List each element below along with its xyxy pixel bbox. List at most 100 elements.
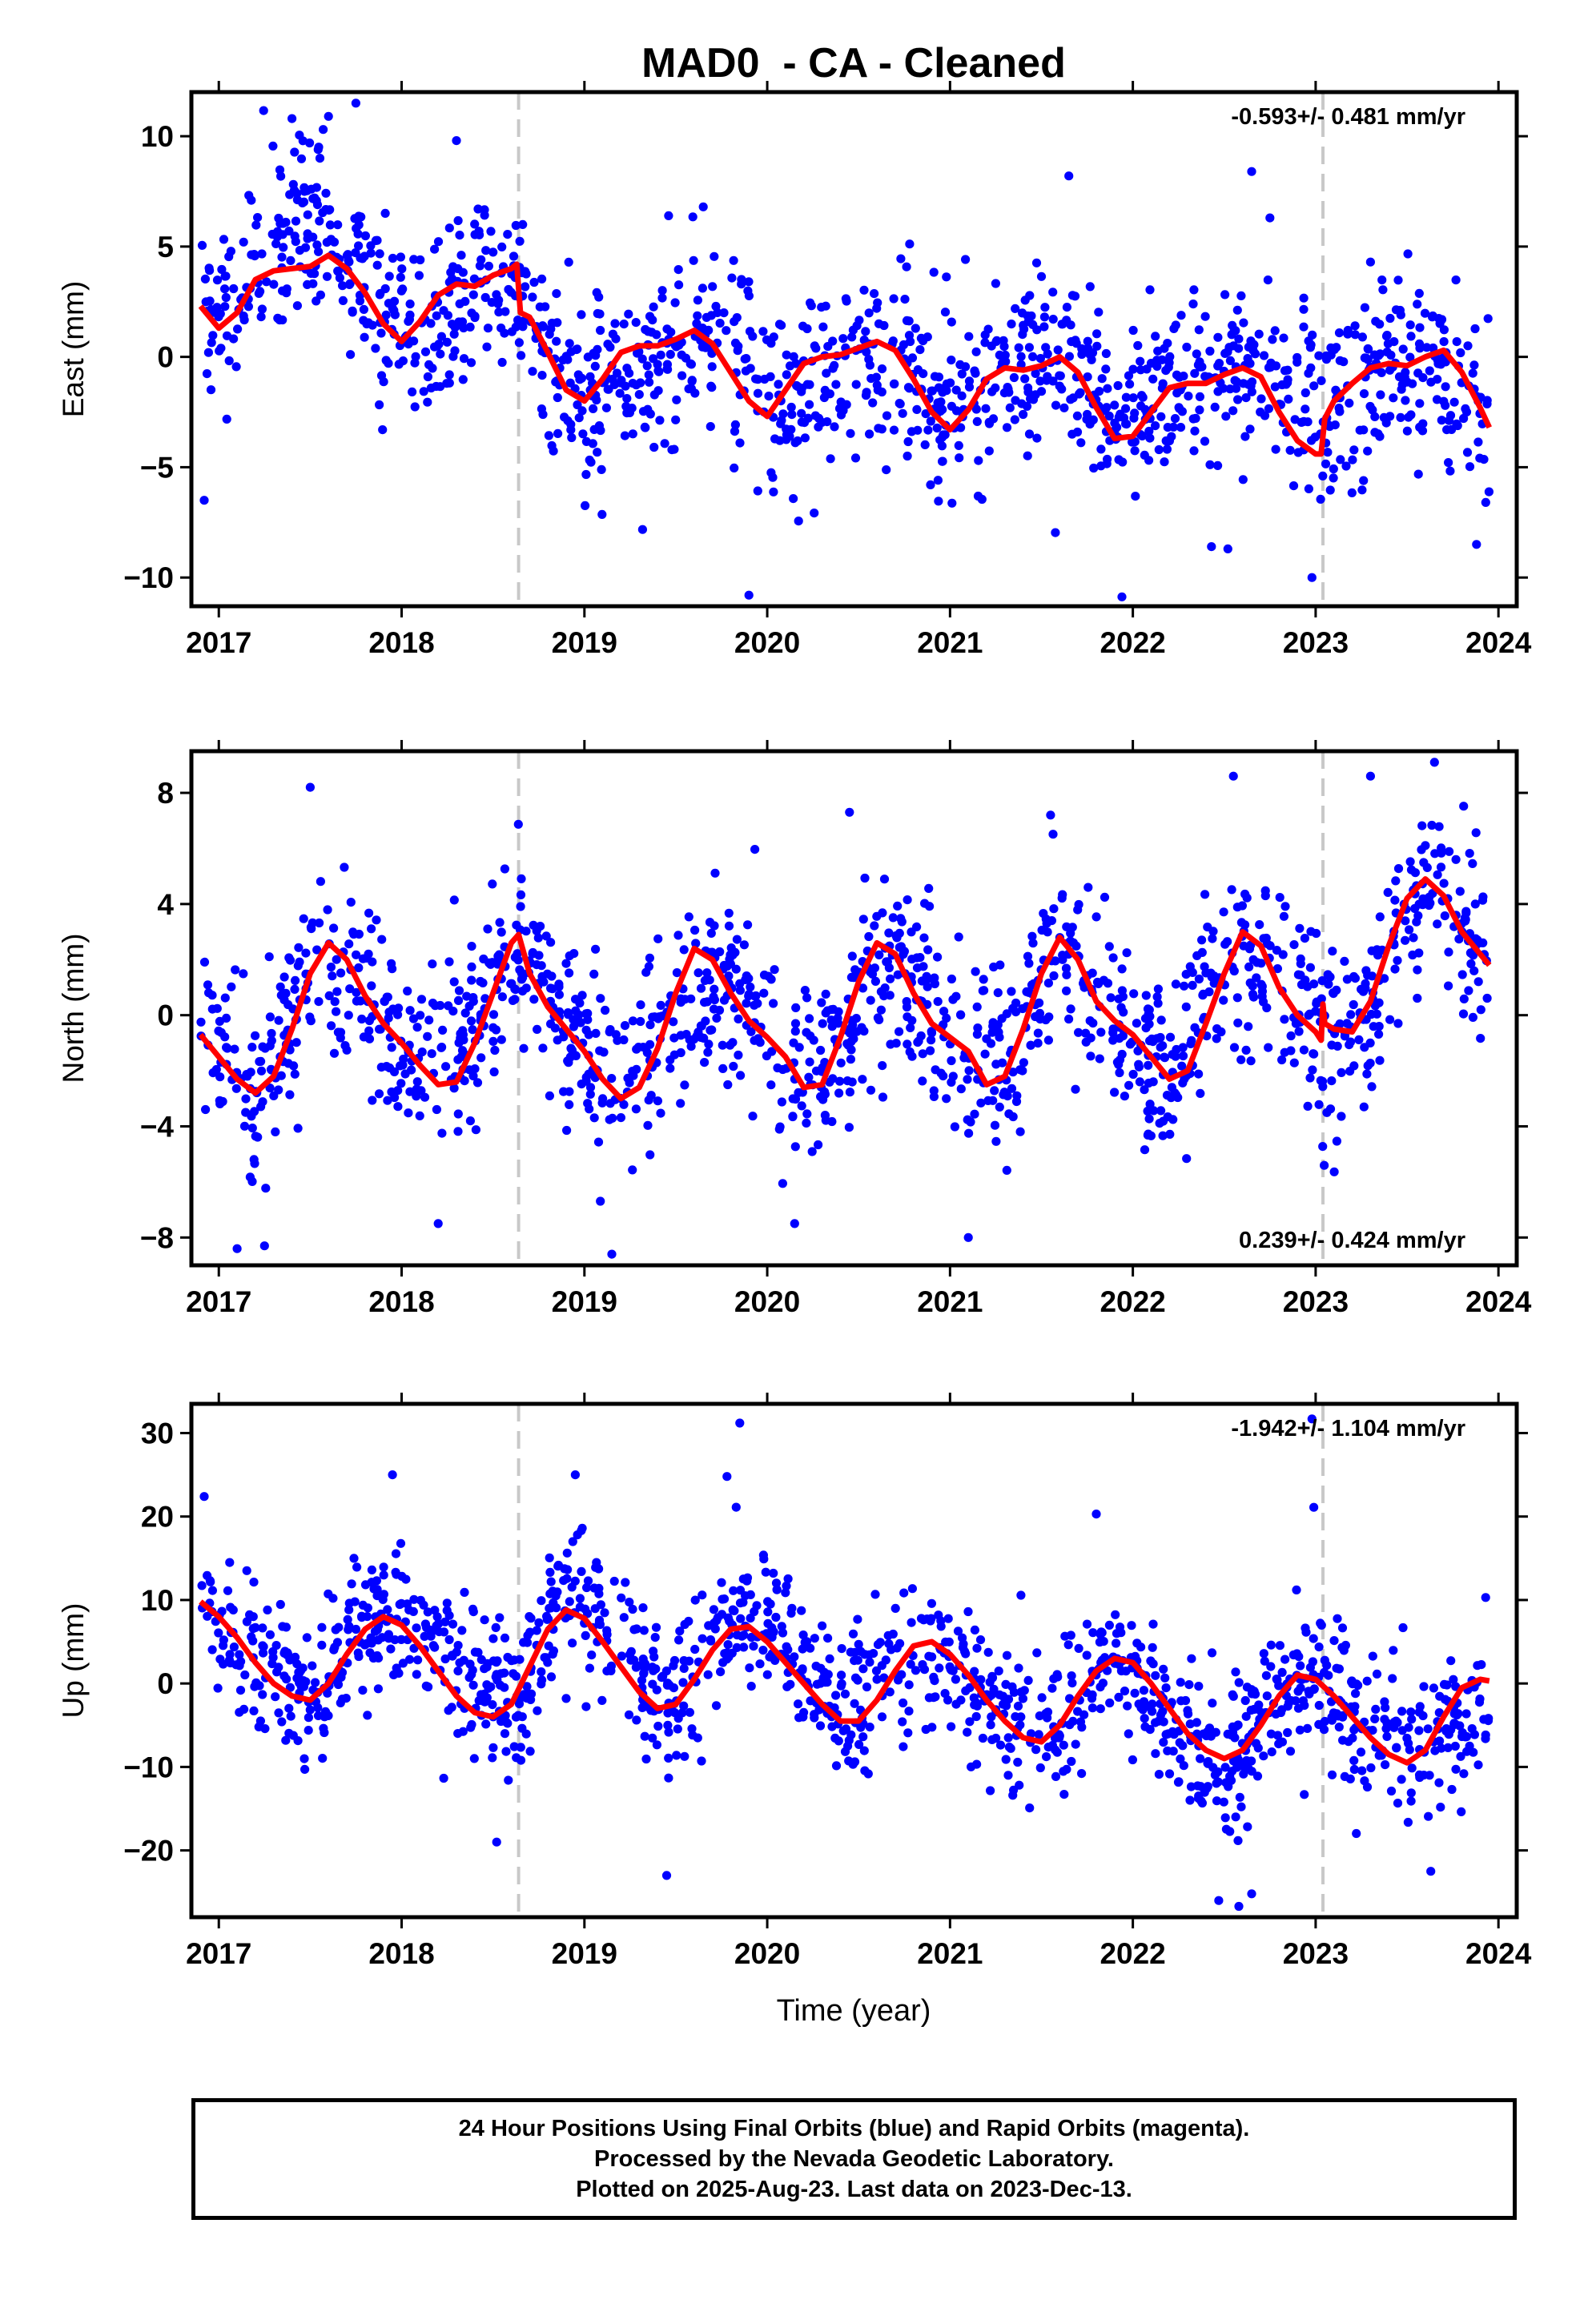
east-data-point	[938, 456, 947, 466]
east-data-point	[662, 360, 673, 369]
north-data-point	[924, 883, 934, 893]
east-data-point	[641, 324, 650, 335]
north-data-point	[860, 873, 870, 883]
east-data-point	[877, 424, 886, 434]
up-data-point	[690, 1595, 700, 1605]
north-data-point	[746, 982, 755, 992]
north-data-point	[676, 1099, 685, 1108]
east-data-point	[1160, 457, 1169, 467]
east-data-point	[1481, 497, 1490, 508]
north-data-point	[408, 1014, 419, 1023]
east-data-point	[433, 237, 444, 247]
east-data-point	[521, 269, 531, 279]
east-data-point	[842, 296, 851, 306]
north-data-point	[704, 1039, 714, 1049]
up-data-point	[457, 1626, 467, 1635]
east-data-point	[1064, 352, 1074, 361]
east-data-point	[1413, 300, 1422, 309]
north-data-point	[1459, 802, 1469, 811]
east-data-point	[859, 285, 869, 295]
north-data-point	[653, 934, 663, 943]
up-data-point	[885, 1687, 895, 1697]
up-data-point	[859, 1746, 869, 1755]
up-data-point	[1123, 1701, 1132, 1711]
north-data-point	[305, 1012, 315, 1022]
north-data-point	[645, 1039, 655, 1049]
east-data-point	[1032, 325, 1042, 335]
north-data-point	[1099, 975, 1108, 985]
east-data-point	[730, 427, 740, 436]
north-data-point	[597, 1098, 607, 1108]
up-data-point	[1251, 1739, 1261, 1748]
north-data-point	[1185, 962, 1195, 971]
north-model-curve	[198, 876, 1492, 1102]
up-data-point	[947, 1722, 956, 1731]
north-data-point	[646, 1091, 656, 1100]
north-data-point	[1367, 971, 1377, 981]
up-data-point	[720, 1649, 730, 1659]
north-data-point	[918, 1076, 927, 1086]
up-data-point	[769, 1568, 778, 1578]
east-data-point	[1097, 374, 1107, 384]
up-data-point	[1429, 1683, 1438, 1693]
north-data-point	[933, 952, 943, 962]
north-data-point	[963, 1075, 972, 1084]
east-data-point	[927, 386, 937, 396]
north-data-point	[571, 995, 581, 1004]
north-data-point	[453, 995, 464, 1005]
north-data-point	[1421, 841, 1430, 850]
north-data-point	[971, 967, 980, 976]
up-data-point	[1301, 1627, 1311, 1637]
north-data-point	[515, 965, 525, 975]
north-data-point	[454, 986, 464, 995]
up-data-point	[367, 1638, 376, 1648]
east-data-point	[262, 277, 271, 287]
north-data-point	[1280, 1047, 1289, 1057]
east-data-point	[384, 271, 394, 281]
east-data-point	[882, 465, 891, 475]
north-data-point	[927, 1028, 937, 1038]
north-data-point	[1117, 1049, 1127, 1059]
east-data-point	[455, 299, 464, 308]
north-data-point	[1027, 931, 1037, 941]
up-data-point	[1139, 1697, 1149, 1707]
up-data-point	[1121, 1667, 1131, 1676]
east-data-point	[396, 272, 405, 282]
up-data-point	[745, 1663, 754, 1673]
up-data-point	[1151, 1671, 1160, 1680]
north-data-point	[1037, 925, 1047, 935]
north-data-point	[891, 1039, 901, 1048]
east-data-point	[315, 216, 324, 226]
up-data-point	[863, 1769, 873, 1779]
north-data-point	[1466, 959, 1476, 969]
up-data-point	[1082, 1651, 1091, 1660]
north-data-point	[232, 1244, 242, 1253]
east-data-point	[782, 350, 791, 360]
up-data-point	[549, 1588, 559, 1598]
up-data-point	[1403, 1817, 1413, 1827]
north-data-point	[1035, 1015, 1045, 1024]
north-data-point	[1272, 946, 1281, 955]
east-data-point	[791, 359, 801, 368]
up-data-point	[663, 1720, 673, 1730]
up-model-curve	[199, 1599, 1490, 1766]
east-data-point	[444, 223, 454, 233]
north-data-point	[629, 1071, 638, 1080]
north-data-point	[816, 1045, 826, 1055]
north-x-tick-label: 2017	[186, 1285, 251, 1318]
east-data-point	[1002, 423, 1012, 432]
north-data-point	[1410, 868, 1420, 878]
east-data-point	[800, 433, 810, 443]
up-data-point	[921, 1724, 931, 1735]
east-data-point	[247, 195, 256, 205]
up-data-point	[453, 1641, 463, 1651]
north-data-point	[591, 944, 601, 954]
north-y-tick-label: 0	[157, 999, 174, 1032]
up-data-point	[537, 1679, 546, 1689]
up-data-point	[249, 1578, 259, 1587]
up-data-point	[1193, 1781, 1203, 1791]
north-data-point	[1260, 886, 1270, 895]
north-data-point	[802, 1109, 812, 1119]
east-data-point	[583, 352, 593, 362]
east-data-point	[1051, 400, 1061, 410]
